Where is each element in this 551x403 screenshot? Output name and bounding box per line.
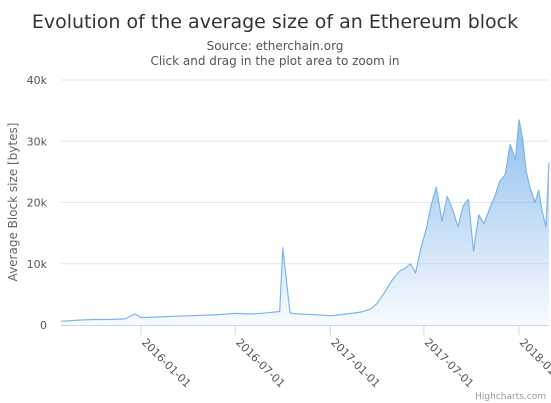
data-point[interactable]: [155, 315, 160, 320]
data-point[interactable]: [536, 188, 541, 193]
data-point[interactable]: [533, 200, 538, 205]
data-point[interactable]: [390, 277, 395, 282]
x-tick-label: 2017-01-01: [328, 336, 382, 390]
series-line: [60, 119, 550, 322]
data-point[interactable]: [492, 194, 497, 199]
chart-subtitle-source: Source: etherchain.org: [207, 39, 344, 53]
x-tick-label: 2016-01-01: [139, 336, 193, 390]
data-point[interactable]: [527, 185, 532, 190]
data-point[interactable]: [265, 310, 270, 315]
data-point[interactable]: [186, 313, 191, 318]
data-point[interactable]: [543, 225, 548, 230]
y-axis-label: Average Block size [bytes]: [6, 123, 20, 282]
data-point[interactable]: [280, 245, 285, 250]
data-point[interactable]: [461, 203, 466, 208]
data-point[interactable]: [132, 312, 137, 317]
data-point[interactable]: [382, 291, 387, 296]
data-point[interactable]: [249, 312, 254, 317]
data-point[interactable]: [456, 225, 461, 230]
data-point[interactable]: [440, 218, 445, 223]
data-point[interactable]: [547, 160, 551, 165]
data-point[interactable]: [445, 194, 450, 199]
credits-link[interactable]: Highcharts.com: [475, 392, 546, 402]
y-tick-label: 30k: [27, 135, 48, 148]
data-point[interactable]: [476, 212, 481, 217]
data-point[interactable]: [540, 209, 545, 214]
data-point[interactable]: [59, 319, 64, 324]
data-point[interactable]: [328, 313, 333, 318]
data-point[interactable]: [277, 309, 282, 314]
data-point[interactable]: [517, 117, 522, 122]
axes: 0 10k 20k 30k 40k 2016-01-01 2016-07-01 2017-01…: [27, 74, 551, 390]
data-point[interactable]: [497, 179, 502, 184]
data-point[interactable]: [524, 169, 529, 174]
data-point[interactable]: [139, 315, 144, 320]
data-point[interactable]: [424, 228, 429, 233]
plot-area[interactable]: [59, 117, 551, 325]
y-tick-label: 40k: [27, 74, 48, 87]
data-point[interactable]: [487, 206, 492, 211]
data-point[interactable]: [397, 269, 402, 274]
data-point[interactable]: [471, 249, 476, 254]
data-point[interactable]: [170, 314, 175, 319]
data-point[interactable]: [312, 312, 317, 317]
data-point[interactable]: [513, 157, 518, 162]
data-point[interactable]: [429, 203, 434, 208]
y-tick-label: 20k: [27, 197, 48, 210]
x-tick-label: 2016-07-01: [233, 336, 287, 390]
data-point[interactable]: [402, 266, 407, 271]
chart-title: Evolution of the average size of an Ethe…: [32, 11, 518, 33]
data-point[interactable]: [123, 316, 128, 321]
data-point[interactable]: [450, 206, 455, 211]
x-tick-label: 2018-01-01: [517, 336, 551, 390]
data-point[interactable]: [344, 312, 349, 317]
data-point[interactable]: [418, 246, 423, 251]
data-point[interactable]: [466, 197, 471, 202]
data-point[interactable]: [508, 142, 513, 147]
data-point[interactable]: [520, 136, 525, 141]
series-area: [61, 119, 549, 325]
data-point[interactable]: [76, 318, 81, 323]
data-point[interactable]: [503, 172, 508, 177]
data-point[interactable]: [408, 261, 413, 266]
data-point[interactable]: [296, 312, 301, 317]
data-point[interactable]: [91, 317, 96, 322]
y-tick-label: 10k: [27, 258, 48, 271]
data-point[interactable]: [413, 270, 418, 275]
data-point[interactable]: [368, 307, 373, 312]
x-tick-label: 2017-07-01: [422, 336, 476, 390]
data-point[interactable]: [481, 221, 486, 226]
data-point[interactable]: [358, 310, 363, 315]
data-point[interactable]: [233, 311, 238, 316]
chart-subtitle-hint: Click and drag in the plot area to zoom …: [150, 54, 399, 68]
data-point[interactable]: [434, 185, 439, 190]
data-point[interactable]: [107, 317, 112, 322]
data-point[interactable]: [201, 313, 206, 318]
data-point[interactable]: [374, 301, 379, 306]
data-point[interactable]: [217, 312, 222, 317]
y-tick-label: 0: [40, 319, 47, 332]
data-point[interactable]: [290, 311, 295, 316]
